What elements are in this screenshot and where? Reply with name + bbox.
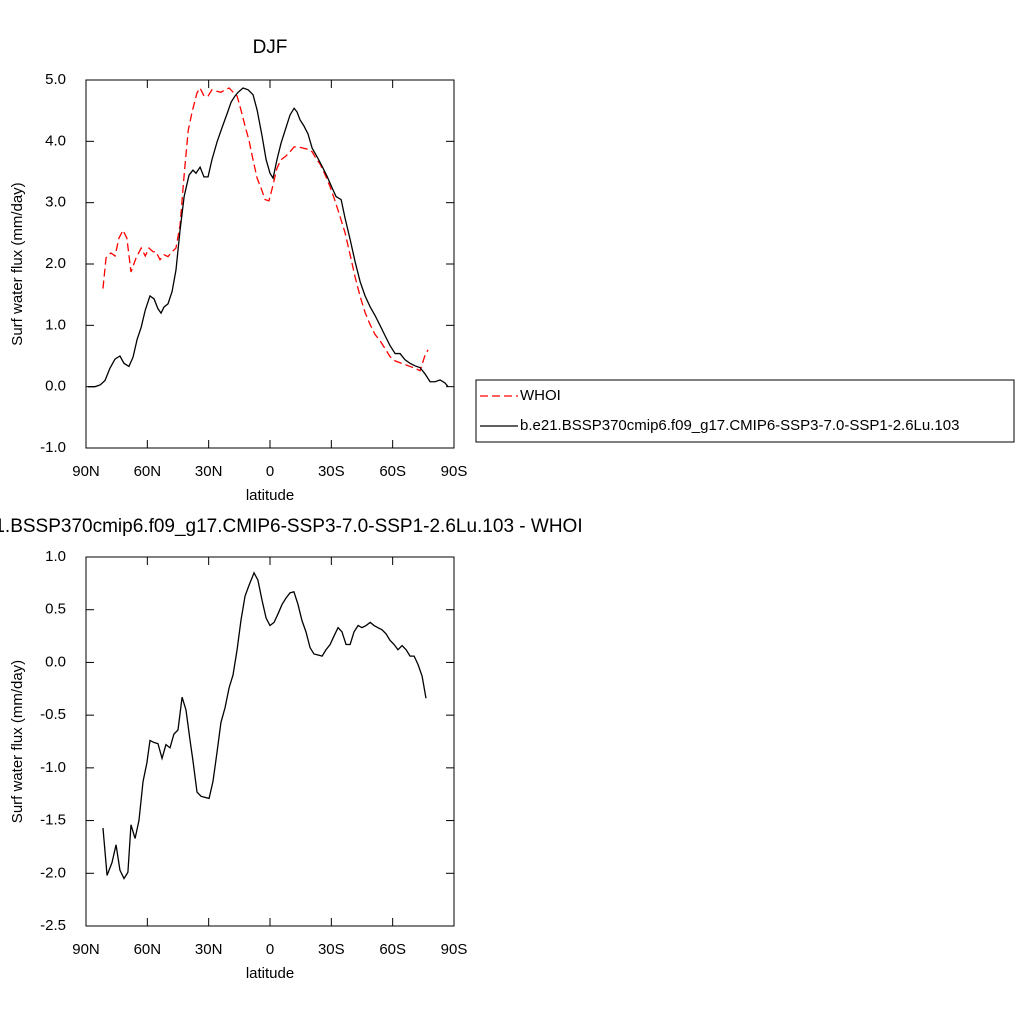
- x-tick-label: 60S: [379, 941, 406, 958]
- y-tick-label: 2.0: [45, 255, 66, 272]
- series-line: [102, 86, 429, 372]
- x-axis-title: latitude: [246, 487, 294, 504]
- y-tick-label: -1.0: [40, 759, 66, 776]
- x-tick-label: 60N: [134, 463, 162, 480]
- x-tick-label: 0: [266, 463, 274, 480]
- y-axis-title: Surf water flux (mm/day): [9, 660, 26, 823]
- y-tick-label: -0.5: [40, 706, 66, 723]
- series-line: [102, 571, 427, 880]
- x-tick-label: 90N: [72, 941, 100, 958]
- y-tick-label: 0.0: [45, 653, 66, 670]
- x-tick-label: 60S: [379, 463, 406, 480]
- plot-frame: [85, 79, 455, 449]
- x-axis-title: latitude: [246, 965, 294, 982]
- x-tick-label: 90S: [441, 463, 468, 480]
- legend-label: b.e21.BSSP370cmip6.f09_g17.CMIP6-SSP3-7.…: [520, 417, 959, 434]
- y-tick-label: 4.0: [45, 132, 66, 149]
- y-tick-label: -1.0: [40, 439, 66, 456]
- legend-label: WHOI: [520, 387, 561, 404]
- y-tick-label: 0.0: [45, 378, 66, 395]
- y-tick-label: -2.5: [40, 917, 66, 934]
- y-axis-title: Surf water flux (mm/day): [9, 182, 26, 345]
- y-tick-label: 1.0: [45, 548, 66, 565]
- x-tick-label: 90N: [72, 463, 100, 480]
- y-tick-label: 0.5: [45, 601, 66, 618]
- y-tick-label: 3.0: [45, 194, 66, 211]
- x-tick-label: 30N: [195, 941, 223, 958]
- series-line: [88, 87, 449, 388]
- x-tick-label: 0: [266, 941, 274, 958]
- y-tick-label: 1.0: [45, 316, 66, 333]
- y-tick-label: -2.0: [40, 864, 66, 881]
- x-tick-label: 30S: [318, 463, 345, 480]
- plot-frame: [85, 556, 455, 927]
- x-tick-label: 60N: [134, 941, 162, 958]
- x-tick-label: 30N: [195, 463, 223, 480]
- x-tick-label: 30S: [318, 941, 345, 958]
- x-tick-label: 90S: [441, 941, 468, 958]
- chart-title: DJF: [253, 37, 288, 58]
- y-tick-label: -1.5: [40, 812, 66, 829]
- chart-title: b.e21.BSSP370cmip6.f09_g17.CMIP6-SSP3-7.…: [0, 516, 583, 537]
- y-tick-label: 5.0: [45, 71, 66, 88]
- legend-box: [475, 379, 1015, 443]
